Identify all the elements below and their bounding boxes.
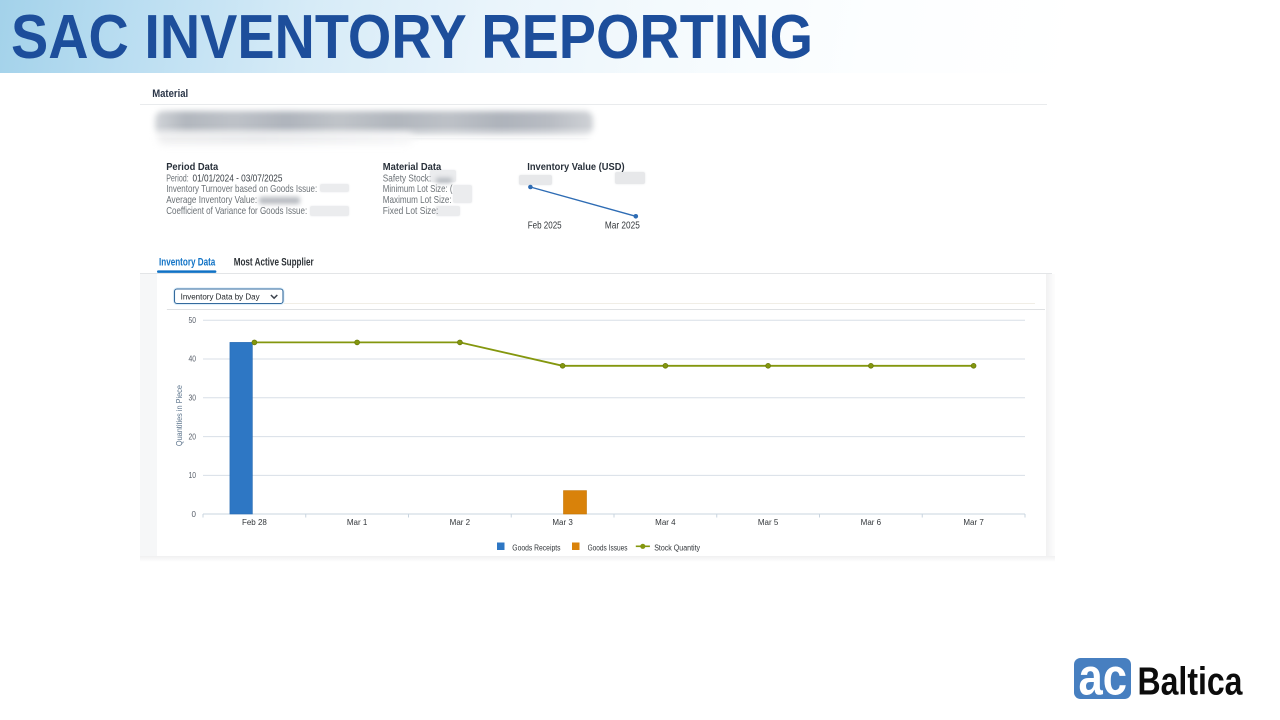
svg-text:Stock Quantity: Stock Quantity — [654, 543, 700, 552]
svg-text:Average Inventory Value:: Average Inventory Value: — [166, 195, 257, 206]
svg-text:Mar 3: Mar 3 — [552, 518, 573, 527]
svg-text:50: 50 — [189, 316, 197, 325]
svg-text:Mar 5: Mar 5 — [758, 518, 779, 527]
svg-text:Goods Issues: Goods Issues — [588, 543, 628, 552]
svg-text:Coefficient of Variance for Go: Coefficient of Variance for Goods Issue: — [166, 206, 307, 217]
svg-text:Period:01/01/2024 - 03/07/2025: Period: 01/01/2024 - 03/07/2025 — [166, 173, 283, 184]
svg-text:Material: Material — [152, 88, 188, 100]
svg-text:Period Data: Period Data — [166, 162, 218, 173]
svg-text:Material Data: Material Data — [383, 162, 442, 173]
svg-text:Safety Stock:: Safety Stock: — [383, 173, 431, 184]
svg-text:Feb 28: Feb 28 — [242, 518, 267, 527]
svg-text:Mar 7: Mar 7 — [963, 518, 984, 527]
svg-text:Baltica: Baltica — [1138, 660, 1243, 703]
svg-text:Quantities in Piece: Quantities in Piece — [175, 385, 184, 447]
svg-text:Feb 2025: Feb 2025 — [528, 219, 562, 231]
svg-text:Mar 6: Mar 6 — [861, 518, 882, 527]
svg-text:Goods Receipts: Goods Receipts — [512, 543, 560, 552]
svg-text:0: 0 — [192, 510, 197, 519]
svg-text:Minimum Lot Size: (: Minimum Lot Size: ( — [383, 184, 453, 195]
svg-text:SAC INVENTORY REPORTING: SAC INVENTORY REPORTING — [11, 3, 813, 72]
svg-text:Inventory Turnover based on Go: Inventory Turnover based on Goods Issue: — [166, 184, 317, 195]
svg-text:Most Active Supplier: Most Active Supplier — [234, 257, 315, 269]
svg-text:Fixed Lot Size:: Fixed Lot Size: — [383, 206, 439, 217]
svg-text:10: 10 — [189, 471, 197, 480]
svg-text:20: 20 — [189, 432, 197, 441]
svg-text:Mar 2025: Mar 2025 — [605, 219, 640, 231]
svg-text:ac: ac — [1079, 650, 1128, 707]
svg-text:Maximum Lot Size:: Maximum Lot Size: — [383, 195, 452, 206]
svg-text:Mar 2: Mar 2 — [450, 518, 471, 527]
svg-text:Mar 1: Mar 1 — [347, 518, 368, 527]
svg-text:40: 40 — [189, 355, 197, 364]
svg-text:Mar 4: Mar 4 — [655, 518, 676, 527]
svg-text:Inventory Value (USD): Inventory Value (USD) — [527, 162, 624, 173]
svg-text:Inventory Data: Inventory Data — [159, 257, 216, 269]
svg-text:Inventory Data by Day: Inventory Data by Day — [181, 292, 261, 302]
svg-text:30: 30 — [189, 394, 197, 403]
